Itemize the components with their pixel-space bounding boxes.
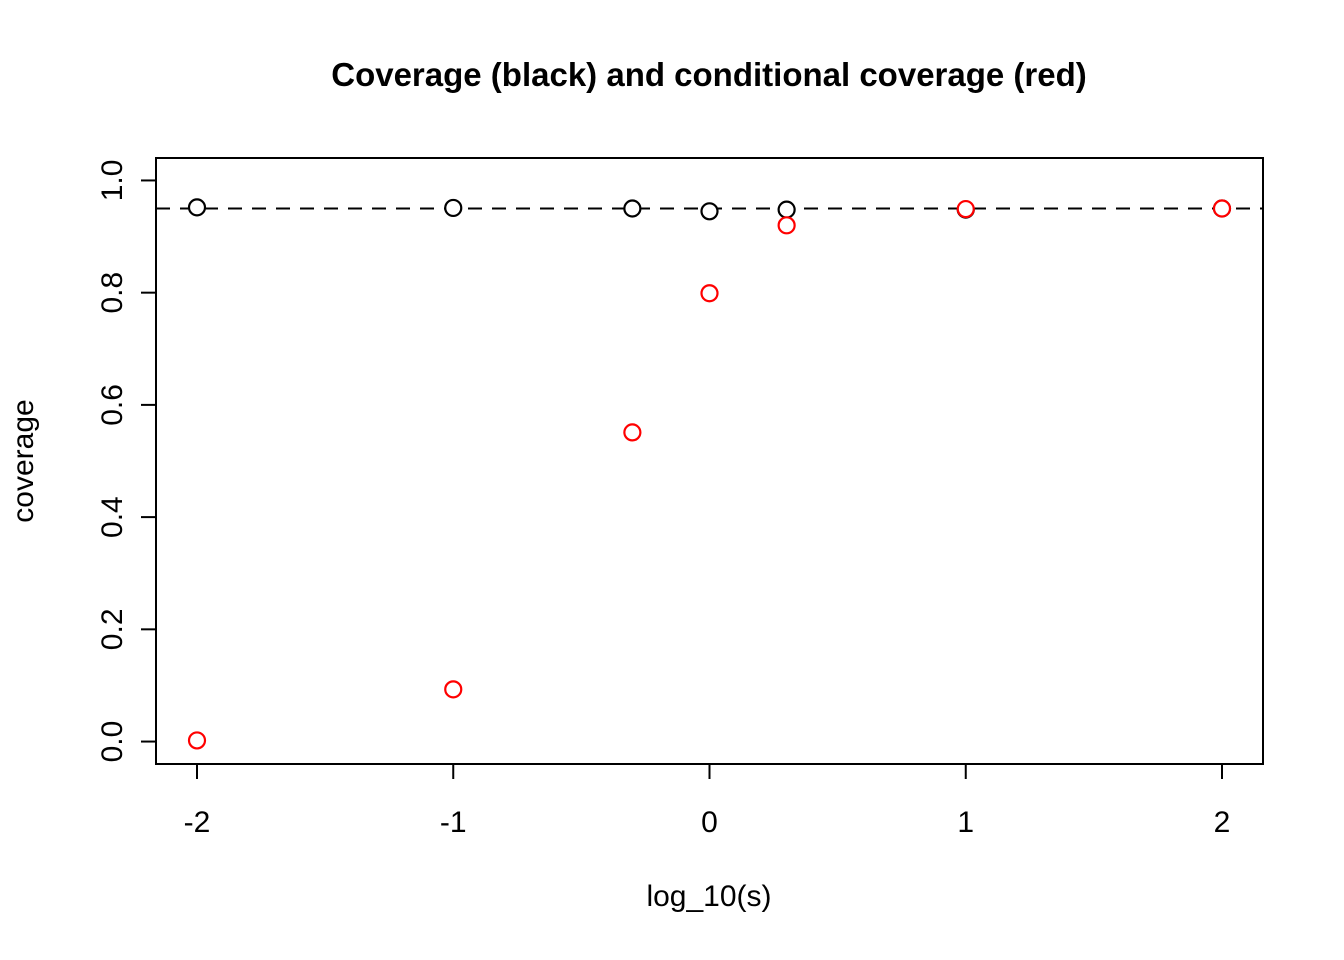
y-tick-label: 0.6 [96,384,129,426]
data-point-red [187,731,207,750]
y-tick-label: 0.2 [96,608,129,650]
y-tick-label: 1.0 [96,160,129,202]
series-red [187,199,1232,750]
x-tick-label: -1 [440,806,467,839]
data-point-red [623,423,642,442]
data-point-black [444,198,463,218]
x-tick-label: 2 [1214,806,1231,839]
plot-frame [155,157,1264,765]
chart-title: Coverage (black) and conditional coverag… [331,56,1087,93]
data-point-red [777,216,796,235]
x-axis: -2 -1 0 1 2 [184,764,1231,839]
x-axis-title: log_10(s) [646,880,771,913]
data-point-red [956,199,975,219]
data-point-black [700,202,719,221]
x-tick-label: -2 [184,806,211,839]
data-point-black [623,199,642,218]
y-tick-label: 0.8 [96,272,129,314]
data-point-red [1212,199,1232,218]
data-point-red [700,284,719,303]
x-tick-label: 0 [701,806,718,839]
y-axis-title: coverage [7,399,40,522]
y-axis: 0.0 0.2 0.4 0.6 0.8 1.0 [96,160,156,763]
y-tick-label: 0.0 [96,721,129,763]
data-point-black [777,200,796,219]
y-tick-label: 0.4 [96,496,129,538]
plot-frame-group [155,157,1264,765]
x-tick-label: 1 [957,806,974,839]
data-point-black [187,198,207,217]
data-point-red [444,680,463,699]
